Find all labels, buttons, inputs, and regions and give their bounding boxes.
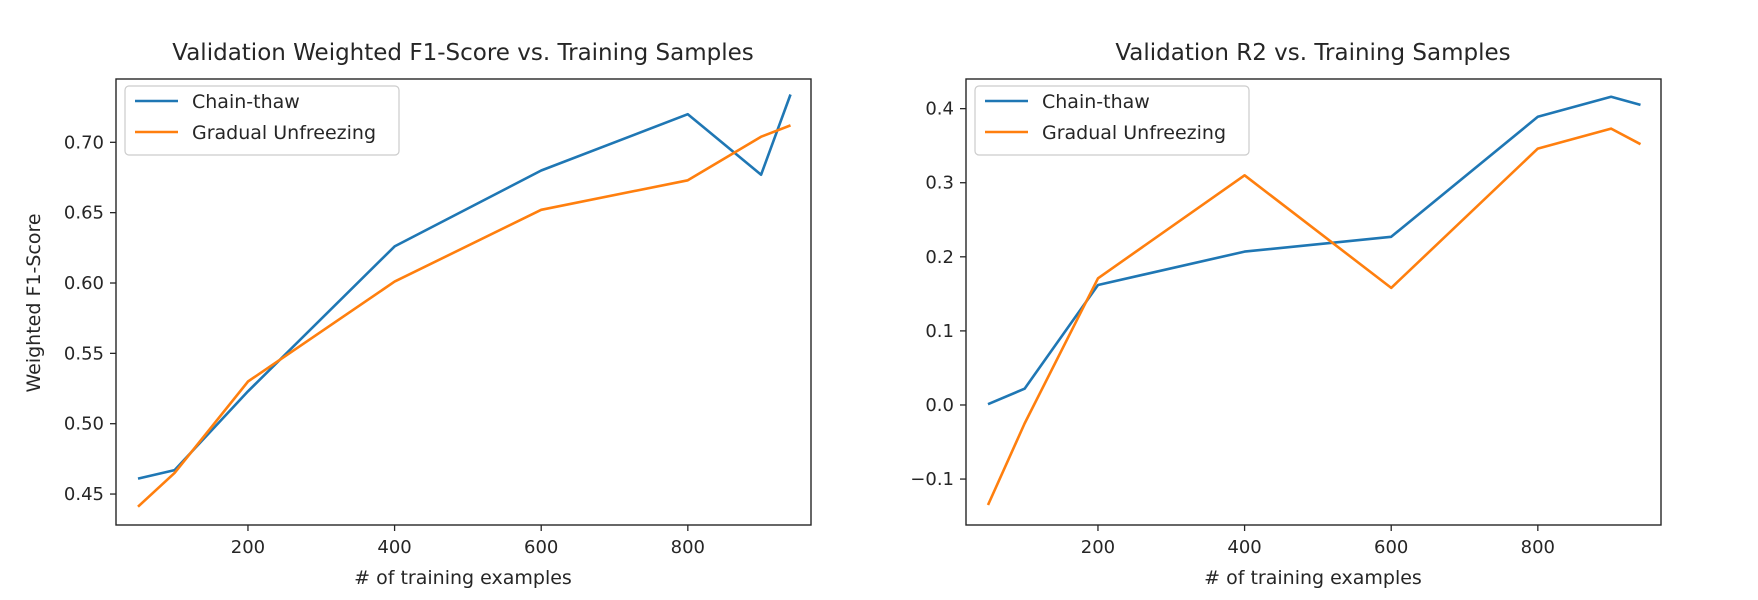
legend-label-chain-thaw: Chain-thaw — [1042, 91, 1150, 113]
legend-box — [124, 85, 400, 156]
x-tick-label: 200 — [1081, 537, 1115, 558]
series-line-gradual-unfreezing — [986, 127, 1642, 506]
y-tick-label: 0.3 — [925, 173, 954, 194]
x-tick-label: 800 — [671, 537, 705, 558]
y-tick-label: −0.1 — [910, 469, 954, 490]
legend-box — [974, 85, 1250, 156]
y-tick-label: 0.2 — [925, 247, 954, 268]
legend-label-gradual-unfreezing: Gradual Unfreezing — [192, 122, 376, 144]
y-tick-label: 0.1 — [925, 321, 954, 342]
x-tick-label: 200 — [231, 537, 265, 558]
x-tick-label: 800 — [1521, 537, 1555, 558]
legend: Chain-thaw Gradual Unfreezing — [974, 85, 1250, 156]
r2-chart: Validation R2 vs. Training Samples # of … — [910, 40, 1662, 589]
y-axis-label: Weighted F1-Score — [23, 213, 45, 392]
x-tick-label: 600 — [1374, 537, 1408, 558]
y-tick-label: 0.65 — [64, 203, 104, 224]
chart-title: Validation R2 vs. Training Samples — [1115, 40, 1510, 66]
x-axis-label: # of training examples — [1204, 567, 1422, 589]
y-tick-label: 0.55 — [64, 343, 104, 364]
chart-title: Validation Weighted F1-Score vs. Trainin… — [172, 40, 753, 66]
y-tick-label: 0.50 — [64, 414, 104, 435]
legend: Chain-thaw Gradual Unfreezing — [124, 85, 400, 156]
y-tick-label: 0.4 — [925, 99, 954, 120]
y-tick-label: 0.0 — [925, 395, 954, 416]
x-axis-label: # of training examples — [354, 567, 572, 589]
plot-frame — [115, 78, 812, 526]
legend-label-chain-thaw: Chain-thaw — [192, 91, 300, 113]
series-line-gradual-unfreezing — [137, 124, 791, 508]
y-tick-label: 0.70 — [64, 132, 104, 153]
x-tick-label: 400 — [1227, 537, 1261, 558]
series-line-chain-thaw — [987, 95, 1641, 406]
y-tick-label: 0.45 — [64, 484, 104, 505]
x-tick-label: 600 — [524, 537, 558, 558]
f1-chart: Validation Weighted F1-Score vs. Trainin… — [23, 40, 812, 589]
plot-frame — [965, 78, 1662, 526]
x-tick-label: 400 — [377, 537, 411, 558]
legend-label-gradual-unfreezing: Gradual Unfreezing — [1042, 122, 1226, 144]
y-tick-label: 0.60 — [64, 273, 104, 294]
